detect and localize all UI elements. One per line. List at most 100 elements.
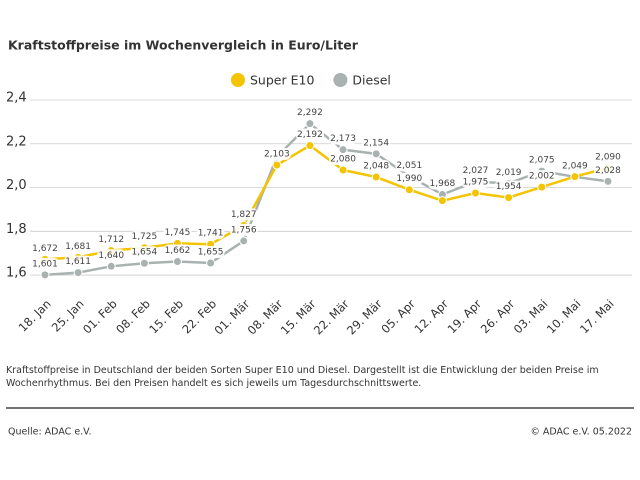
data-point — [40, 270, 50, 280]
x-tick-label: 03. Mai — [511, 297, 551, 337]
series-line — [44, 144, 609, 261]
value-label: 1,681 — [65, 242, 91, 252]
value-label-bg — [229, 223, 258, 236]
value-label: 1,954 — [496, 182, 522, 192]
value-label: 2,154 — [363, 138, 389, 148]
series-line — [44, 121, 609, 277]
value-label: 2,028 — [595, 166, 621, 176]
data-point — [437, 196, 447, 206]
x-tick-label: 15. Feb — [146, 297, 186, 337]
value-label: 1,975 — [463, 178, 489, 188]
value-label: 2,049 — [562, 161, 588, 171]
value-label-bg — [494, 166, 523, 179]
data-point — [106, 261, 116, 271]
value-label-bg — [362, 136, 391, 149]
value-label: 2,051 — [396, 161, 422, 171]
value-label: 2,292 — [297, 108, 323, 118]
data-point — [537, 182, 547, 192]
value-label: 1,655 — [198, 248, 224, 258]
value-label: 1,640 — [98, 251, 124, 261]
value-label-bg — [329, 153, 358, 166]
legend-label: Super E10 — [250, 73, 314, 88]
value-label-bg — [229, 208, 258, 221]
value-label: 1,756 — [231, 225, 257, 235]
data-point — [172, 256, 182, 266]
data-point — [272, 160, 282, 170]
y-tick-label: 1,6 — [6, 266, 27, 281]
y-tick-label: 1,8 — [6, 222, 27, 237]
value-label: 2,192 — [297, 130, 323, 140]
value-label: 2,048 — [363, 162, 389, 172]
value-label: 1,827 — [231, 210, 257, 220]
data-point — [139, 258, 149, 268]
value-label-bg — [97, 233, 126, 246]
y-tick-label: 2,4 — [6, 91, 27, 106]
value-label-bg — [461, 164, 490, 177]
note-box: Kraftstoffpreise in Deutschland der beid… — [6, 365, 599, 389]
value-label-bg — [64, 255, 93, 268]
source: Quelle: ADAC e.V. — [8, 427, 91, 438]
value-label-bg — [428, 177, 457, 190]
value-label: 1,712 — [98, 235, 124, 245]
value-label-bg — [560, 159, 589, 172]
data-point — [371, 172, 381, 182]
value-label: 1,745 — [165, 228, 191, 238]
data-point — [603, 176, 613, 186]
x-tick-label: 17. Mai — [577, 297, 617, 337]
y-tick-label: 2,0 — [6, 178, 27, 193]
data-point — [305, 141, 315, 151]
data-point — [471, 188, 481, 198]
x-tick-label: 12. Apr — [412, 297, 452, 337]
value-label-bg — [527, 170, 556, 183]
value-label: 2,027 — [463, 166, 489, 176]
value-label: 1,654 — [131, 248, 157, 258]
value-label: 1,725 — [131, 232, 157, 242]
data-point — [305, 119, 315, 129]
legend-label: Diesel — [352, 73, 390, 88]
value-label: 1,741 — [198, 229, 224, 239]
value-label-bg — [527, 154, 556, 167]
x-tick-label: 08. Feb — [113, 297, 153, 337]
value-label: 2,002 — [529, 172, 555, 182]
value-label-bg — [362, 160, 391, 173]
value-label-bg — [594, 150, 622, 163]
data-point — [570, 172, 580, 182]
value-label-bg — [163, 226, 192, 239]
x-tick-label: 22. Mär — [311, 297, 352, 338]
value-label-bg — [295, 128, 324, 141]
chart-title: Kraftstoffpreise im Wochenvergleich in E… — [8, 38, 359, 53]
legend-marker — [231, 73, 245, 87]
value-label-bg — [395, 172, 424, 185]
data-point — [404, 185, 414, 195]
copyright: © ADAC e.V. 05.2022 — [530, 427, 632, 438]
value-label-bg — [31, 242, 59, 255]
x-tick-label: 29. Mär — [344, 297, 385, 338]
value-label-bg — [196, 246, 225, 259]
x-tick-label: 01. Feb — [80, 297, 120, 337]
value-label: 1,601 — [32, 259, 58, 269]
value-label: 1,672 — [32, 244, 58, 254]
x-tick-label: 01. Mär — [212, 297, 253, 338]
value-label: 2,090 — [595, 152, 621, 162]
legend-marker — [333, 73, 348, 87]
value-label-bg — [97, 249, 126, 262]
value-label: 2,019 — [496, 168, 522, 178]
value-label: 2,080 — [330, 155, 356, 165]
value-label: 1,662 — [165, 246, 191, 256]
value-label-bg — [329, 132, 358, 145]
value-label-bg — [295, 106, 324, 119]
value-label: 1,990 — [396, 174, 422, 184]
data-point — [371, 149, 381, 159]
value-label-bg — [461, 176, 490, 188]
x-tick-label: 05. Apr — [378, 297, 418, 337]
value-label: 2,103 — [264, 149, 290, 159]
data-point — [338, 165, 348, 175]
x-tick-label: 15. Mär — [278, 297, 319, 338]
value-label-bg — [262, 147, 291, 160]
value-label-bg — [395, 159, 424, 172]
note: Kraftstoffpreise in Deutschland der beid… — [6, 365, 599, 389]
value-label: 1,611 — [65, 257, 91, 267]
value-label: 2,173 — [330, 134, 356, 144]
value-label-bg — [130, 246, 159, 259]
value-label-bg — [494, 180, 523, 193]
